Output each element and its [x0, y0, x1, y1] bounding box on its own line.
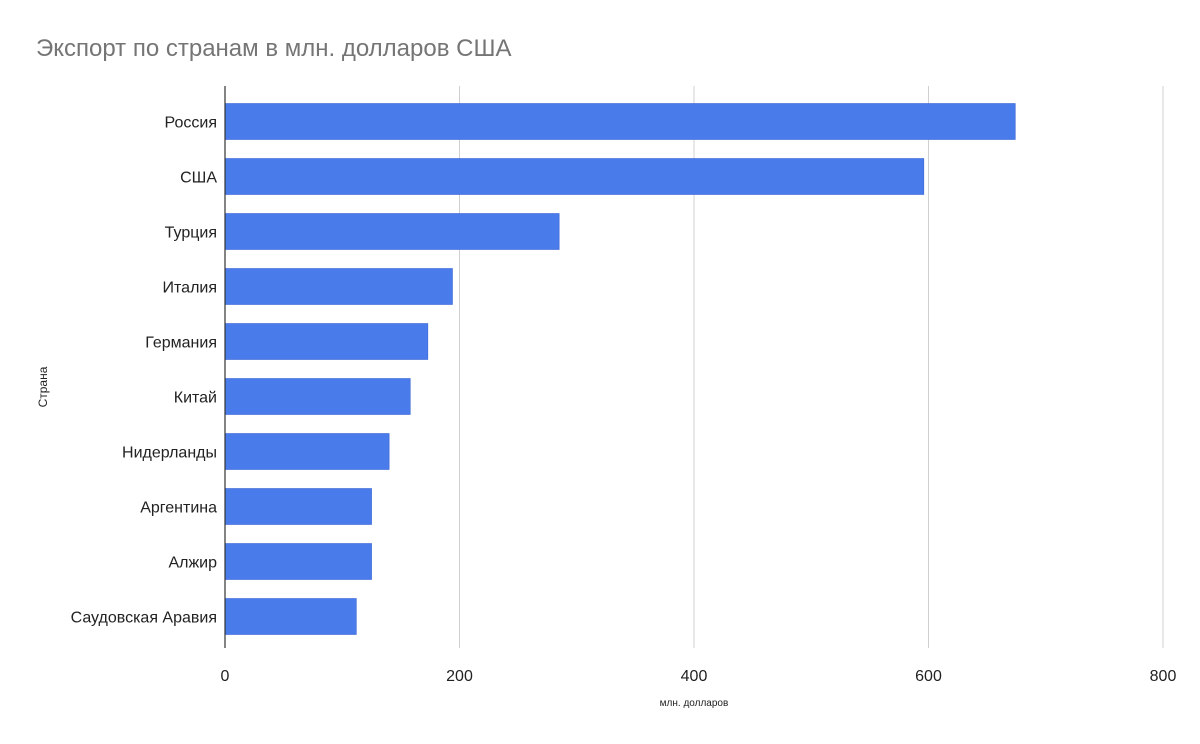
x-tick-labels: 0 200 400 600 800 — [221, 668, 1177, 685]
bar — [224, 378, 411, 415]
x-tick-label: 400 — [681, 668, 708, 685]
category-label: Россия — [165, 115, 217, 132]
category-label: Аргентина — [140, 500, 217, 517]
bar — [224, 158, 925, 195]
bar — [224, 103, 1016, 140]
bar — [224, 488, 372, 525]
x-tick-label: 800 — [1150, 668, 1177, 685]
x-tick-label: 0 — [221, 668, 230, 685]
bar — [224, 543, 372, 580]
category-label: Германия — [145, 335, 217, 352]
category-label: США — [180, 170, 217, 187]
chart-title: Экспорт по странам в млн. долларов США — [36, 35, 511, 62]
x-tick-label: 600 — [915, 668, 942, 685]
bars — [224, 103, 1016, 635]
category-labels: Россия США Турция Италия Германия Китай Нидерл… — [71, 115, 218, 627]
bar — [224, 213, 560, 250]
x-axis-title: млн. долларов — [660, 698, 729, 709]
bar — [224, 433, 390, 470]
category-label: Саудовская Аравия — [71, 610, 217, 627]
bar — [224, 323, 429, 360]
category-label: Нидерланды — [122, 445, 217, 462]
x-tick-label: 200 — [446, 668, 473, 685]
category-label: Алжир — [168, 555, 217, 572]
bar — [224, 598, 357, 635]
y-axis-title: Страна — [36, 366, 50, 407]
bar — [224, 268, 453, 305]
category-label: Турция — [165, 225, 217, 242]
category-label: Италия — [163, 280, 217, 297]
category-label: Китай — [174, 390, 217, 407]
